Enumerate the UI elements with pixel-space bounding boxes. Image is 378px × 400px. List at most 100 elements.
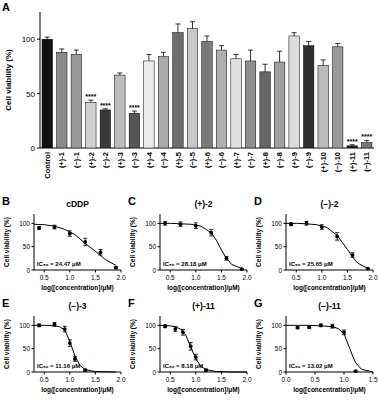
x-tick	[95, 372, 96, 375]
error-cap	[234, 54, 239, 55]
fit-curve	[286, 223, 368, 268]
panel-label: G	[254, 297, 263, 309]
y-tick-label: 50	[275, 243, 283, 250]
point	[163, 324, 167, 328]
x-tick-label: 0.0	[281, 376, 290, 383]
x-tick-label: (+)-1	[57, 152, 66, 168]
error-bar	[148, 54, 149, 61]
bar	[86, 102, 96, 148]
y-tick-label: 50	[149, 243, 157, 250]
x-tick-label: 2.0	[242, 376, 251, 383]
x-axis-label: log([concentration]/μM)	[293, 284, 366, 292]
bars	[42, 22, 372, 148]
plot-marks	[286, 221, 370, 270]
y-tick-label: 50	[149, 345, 157, 352]
x-tick	[44, 270, 45, 273]
x-axis-label: log([concentration]/μM)	[167, 284, 240, 292]
error-cap	[320, 224, 324, 225]
significance: ****	[85, 93, 96, 100]
y-axis	[160, 214, 161, 270]
y-axis-label: Cell viability (%)	[129, 217, 137, 267]
y-tick-label: 0	[278, 267, 282, 274]
x-tick-label: (−)-5	[188, 152, 197, 168]
error-bar	[279, 51, 280, 62]
error-cap	[161, 52, 166, 53]
panel-label: B	[2, 195, 10, 207]
panel-bar: ACell viability (%)050100Control(+)-1(−)…	[2, 1, 374, 179]
y-tick-label: 0	[152, 267, 156, 274]
y-tick	[158, 270, 161, 271]
x-tick-label: 2.0	[368, 274, 377, 281]
y-tick-label: 100	[19, 220, 30, 227]
error-cap	[117, 72, 122, 73]
point	[354, 369, 358, 373]
bar	[260, 72, 270, 148]
y-tick	[158, 325, 161, 326]
error-cap	[181, 335, 185, 336]
y-tick-label: 50	[275, 345, 283, 352]
x-tick-label: (−)-8	[275, 152, 284, 168]
y-tick	[32, 223, 35, 224]
y-axis-label: Cell viability (%)	[4, 49, 13, 111]
x-tick-label: (−)-10	[333, 152, 342, 172]
error-cap	[335, 232, 339, 233]
x-tick-label: (+)-9	[290, 152, 299, 168]
y-tick-label: 100	[19, 322, 30, 329]
error-bar	[308, 41, 309, 45]
x-axis	[160, 270, 247, 271]
error-cap	[320, 229, 324, 230]
error-cap	[73, 361, 77, 362]
x-tick-label: (+)-2	[87, 152, 96, 168]
y-tick	[284, 270, 287, 271]
y-tick-label: 100	[145, 220, 156, 227]
y-axis	[286, 316, 287, 372]
y-tick	[158, 246, 161, 247]
error-cap	[173, 331, 177, 332]
bar	[347, 146, 357, 148]
error-cap	[219, 45, 224, 46]
error-cap	[194, 228, 198, 229]
x-tick-label: 2.0	[116, 274, 125, 281]
x-axis-label: log([concentration]/μM)	[167, 386, 240, 394]
error-cap	[335, 43, 340, 44]
panel-curve: F(+)-11Cell viability (%)log([concentrat…	[128, 297, 252, 394]
x-tick	[373, 270, 374, 273]
y-tick	[284, 223, 287, 224]
error-bar	[177, 24, 178, 33]
plot-marks	[286, 323, 373, 373]
x-tick-label: (−)-11	[362, 152, 371, 172]
x-tick	[195, 270, 196, 273]
annotation: IC₅₀ = 8.18 μM	[163, 363, 203, 369]
x-tick	[69, 270, 70, 273]
error-bar	[236, 54, 237, 58]
panel-curve: C(+)-2Cell viability (%)log([concentrati…	[128, 195, 252, 292]
x-tick-label: 1.0	[317, 274, 326, 281]
y-tick-label: 0	[26, 369, 30, 376]
panel-curve: G(−)-11Cell viability (%)log([concentrat…	[254, 297, 378, 394]
error-cap	[83, 238, 87, 239]
x-tick-label: (+)-3	[116, 152, 125, 168]
x-tick-label: 2.0	[242, 274, 251, 281]
x-tick-label: 1.5	[217, 274, 226, 281]
y-tick-label: 100	[145, 322, 156, 329]
x-tick-label: 1.0	[65, 274, 74, 281]
y-axis-label: Cell viability (%)	[129, 319, 137, 369]
panel-label: D	[254, 195, 262, 207]
error-cap	[263, 64, 268, 65]
figure: ACell viability (%)050100Control(+)-1(−)…	[0, 0, 378, 400]
point	[114, 266, 118, 270]
error-bar	[250, 50, 251, 61]
title: (−)-11	[318, 301, 341, 311]
x-tick-label: (−)-4	[159, 151, 168, 168]
y-tick	[284, 348, 287, 349]
x-tick-label: (−)-2	[101, 152, 110, 168]
error-bar	[221, 46, 222, 50]
fit-curve	[34, 325, 116, 372]
panel-curve: BcDDPCell viability (%)log([concentratio…	[2, 195, 126, 292]
fit-curve	[34, 224, 116, 265]
x-tick-label: (+)-5	[174, 152, 183, 168]
x-axis	[34, 270, 121, 271]
plot-marks	[160, 324, 247, 372]
y-tick	[158, 372, 161, 373]
x-tick-label: (+)-11	[348, 152, 357, 172]
